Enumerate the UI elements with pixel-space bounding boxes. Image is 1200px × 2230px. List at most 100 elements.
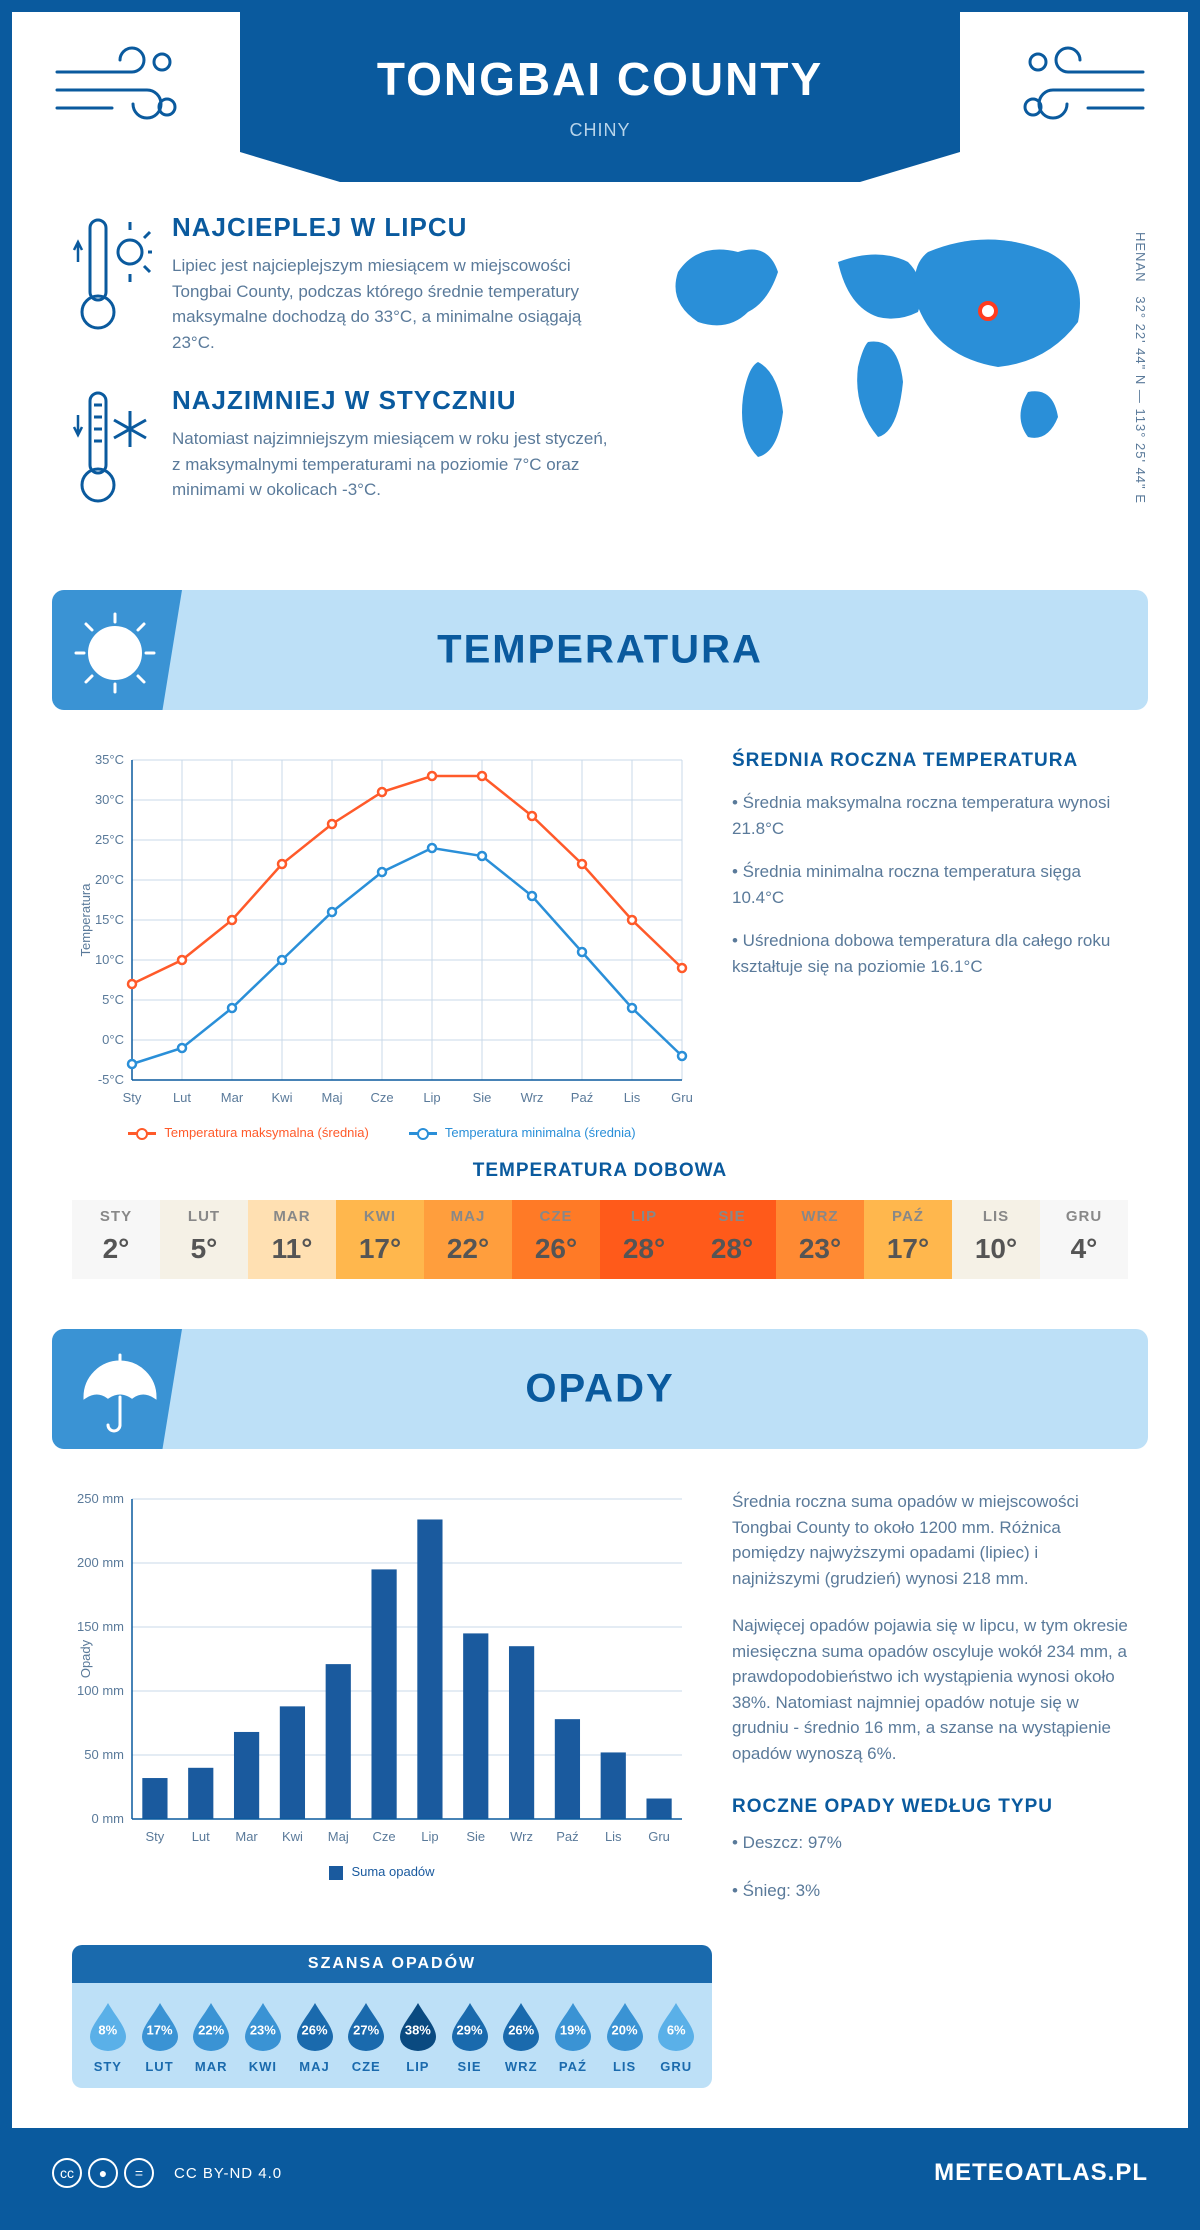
- chance-cell: 8%STY: [82, 2001, 134, 2074]
- chance-cell: 20%LIS: [599, 2001, 651, 2074]
- chance-cell: 6%GRU: [650, 2001, 702, 2074]
- daily-temp-cell: STY2°: [72, 1200, 160, 1279]
- svg-text:Kwi: Kwi: [282, 1829, 303, 1844]
- daily-temperature-table: TEMPERATURA DOBOWA STY2°LUT5°MAR11°KWI17…: [12, 1160, 1188, 1329]
- svg-text:Lip: Lip: [421, 1829, 438, 1844]
- svg-text:Sie: Sie: [473, 1090, 492, 1105]
- svg-text:Gru: Gru: [671, 1090, 692, 1105]
- chance-title: SZANSA OPADÓW: [72, 1945, 712, 1983]
- svg-text:Lis: Lis: [605, 1829, 622, 1844]
- daily-temp-cell: MAJ22°: [424, 1200, 512, 1279]
- svg-text:200 mm: 200 mm: [77, 1555, 124, 1570]
- daily-temp-cell: PAŹ17°: [864, 1200, 952, 1279]
- svg-text:35°C: 35°C: [95, 752, 124, 767]
- daily-temp-title: TEMPERATURA DOBOWA: [72, 1160, 1128, 1182]
- temperature-info: ŚREDNIA ROCZNA TEMPERATURA • Średnia mak…: [732, 750, 1128, 1140]
- svg-text:Wrz: Wrz: [510, 1829, 533, 1844]
- coordinates-label: HENAN 32° 22' 44" N — 113° 25' 44" E: [1133, 232, 1148, 504]
- chance-cell: 26%WRZ: [495, 2001, 547, 2074]
- svg-text:10°C: 10°C: [95, 952, 124, 967]
- svg-text:Sty: Sty: [123, 1090, 142, 1105]
- svg-text:Mar: Mar: [235, 1829, 258, 1844]
- daily-temp-cell: SIE28°: [688, 1200, 776, 1279]
- hottest-text: Lipiec jest najcieplejszym miesiącem w m…: [172, 253, 618, 355]
- coldest-text: Natomiast najzimniejszym miesiącem w rok…: [172, 426, 618, 503]
- chance-cell: 38%LIP: [392, 2001, 444, 2074]
- header: TONGBAI COUNTY CHINY: [12, 12, 1188, 212]
- daily-temp-cell: KWI17°: [336, 1200, 424, 1279]
- precipitation-chance-table: SZANSA OPADÓW 8%STY17%LUT22%MAR23%KWI26%…: [72, 1945, 712, 2088]
- svg-text:Lip: Lip: [423, 1090, 440, 1105]
- hottest-title: NAJCIEPLEJ W LIPCU: [172, 212, 618, 243]
- brand-label: METEOATLAS.PL: [934, 2159, 1148, 2187]
- svg-text:5°C: 5°C: [102, 992, 124, 1007]
- svg-text:Gru: Gru: [648, 1829, 670, 1844]
- svg-text:Lis: Lis: [624, 1090, 641, 1105]
- country-label: CHINY: [569, 120, 630, 141]
- coldest-title: NAJZIMNIEJ W STYCZNIU: [172, 385, 618, 416]
- svg-text:100 mm: 100 mm: [77, 1683, 124, 1698]
- daily-temp-cell: LUT5°: [160, 1200, 248, 1279]
- chance-cell: 17%LUT: [134, 2001, 186, 2074]
- svg-text:Lut: Lut: [192, 1829, 210, 1844]
- daily-temp-cell: WRZ23°: [776, 1200, 864, 1279]
- svg-text:250 mm: 250 mm: [77, 1491, 124, 1506]
- wind-icon: [52, 42, 182, 132]
- daily-temp-cell: CZE26°: [512, 1200, 600, 1279]
- sun-icon: [70, 608, 160, 698]
- svg-text:50 mm: 50 mm: [84, 1747, 124, 1762]
- svg-text:-5°C: -5°C: [98, 1072, 124, 1087]
- svg-text:Kwi: Kwi: [272, 1090, 293, 1105]
- precip-title: OPADY: [525, 1367, 674, 1412]
- daily-temp-cell: LIP28°: [600, 1200, 688, 1279]
- temperature-chart: -5°C 0°C 5°C 10°C 15°C 20°C 25°C 30°C 35°C Sty Lut…: [72, 750, 692, 1140]
- svg-text:Sie: Sie: [466, 1829, 485, 1844]
- svg-text:Wrz: Wrz: [521, 1090, 544, 1105]
- svg-text:20°C: 20°C: [95, 872, 124, 887]
- intro-section: NAJCIEPLEJ W LIPCU Lipiec jest najcieple…: [12, 212, 1188, 590]
- svg-text:Opady: Opady: [78, 1639, 93, 1678]
- svg-text:Cze: Cze: [370, 1090, 393, 1105]
- coldest-block: NAJZIMNIEJ W STYCZNIU Natomiast najzimni…: [72, 385, 618, 520]
- svg-text:Temperatura: Temperatura: [78, 883, 93, 957]
- precip-type-title: ROCZNE OPADY WEDŁUG TYPU: [732, 1796, 1128, 1818]
- chance-cell: 29%SIE: [444, 2001, 496, 2074]
- cc-icon: cc: [52, 2158, 82, 2188]
- chance-cell: 26%MAJ: [289, 2001, 341, 2074]
- temperature-title: TEMPERATURA: [437, 628, 763, 673]
- footer: cc ● = CC BY-ND 4.0 METEOATLAS.PL: [12, 2128, 1188, 2218]
- svg-text:150 mm: 150 mm: [77, 1619, 124, 1634]
- chance-cell: 19%PAŹ: [547, 2001, 599, 2074]
- svg-text:Paź: Paź: [556, 1829, 578, 1844]
- thermometer-cold-icon: [72, 385, 152, 515]
- temperature-banner: TEMPERATURA: [52, 590, 1148, 710]
- svg-text:30°C: 30°C: [95, 792, 124, 807]
- precipitation-info: Średnia roczna suma opadów w miejscowośc…: [732, 1489, 1128, 1925]
- chance-cell: 23%KWI: [237, 2001, 289, 2074]
- svg-text:0 mm: 0 mm: [92, 1811, 125, 1826]
- chance-cell: 27%CZE: [340, 2001, 392, 2074]
- svg-text:Paź: Paź: [571, 1090, 593, 1105]
- svg-text:Lut: Lut: [173, 1090, 191, 1105]
- license-label: CC BY-ND 4.0: [174, 2165, 282, 2182]
- svg-text:Maj: Maj: [322, 1090, 343, 1105]
- world-map: HENAN 32° 22' 44" N — 113° 25' 44" E: [648, 212, 1128, 550]
- hottest-block: NAJCIEPLEJ W LIPCU Lipiec jest najcieple…: [72, 212, 618, 355]
- daily-temp-cell: MAR11°: [248, 1200, 336, 1279]
- precipitation-chart: 0 mm 50 mm 100 mm 150 mm 200 mm 250 mm Sty Lut M…: [72, 1489, 692, 1925]
- svg-text:25°C: 25°C: [95, 832, 124, 847]
- umbrella-icon: [70, 1347, 160, 1437]
- by-icon: ●: [88, 2158, 118, 2188]
- svg-text:15°C: 15°C: [95, 912, 124, 927]
- daily-temp-cell: LIS10°: [952, 1200, 1040, 1279]
- svg-text:Cze: Cze: [373, 1829, 396, 1844]
- page-title: TONGBAI COUNTY: [377, 52, 823, 106]
- wind-icon: [1018, 42, 1148, 132]
- precipitation-banner: OPADY: [52, 1329, 1148, 1449]
- daily-temp-cell: GRU4°: [1040, 1200, 1128, 1279]
- svg-text:Sty: Sty: [146, 1829, 165, 1844]
- svg-text:0°C: 0°C: [102, 1032, 124, 1047]
- svg-text:Maj: Maj: [328, 1829, 349, 1844]
- temp-info-title: ŚREDNIA ROCZNA TEMPERATURA: [732, 750, 1128, 772]
- chance-cell: 22%MAR: [185, 2001, 237, 2074]
